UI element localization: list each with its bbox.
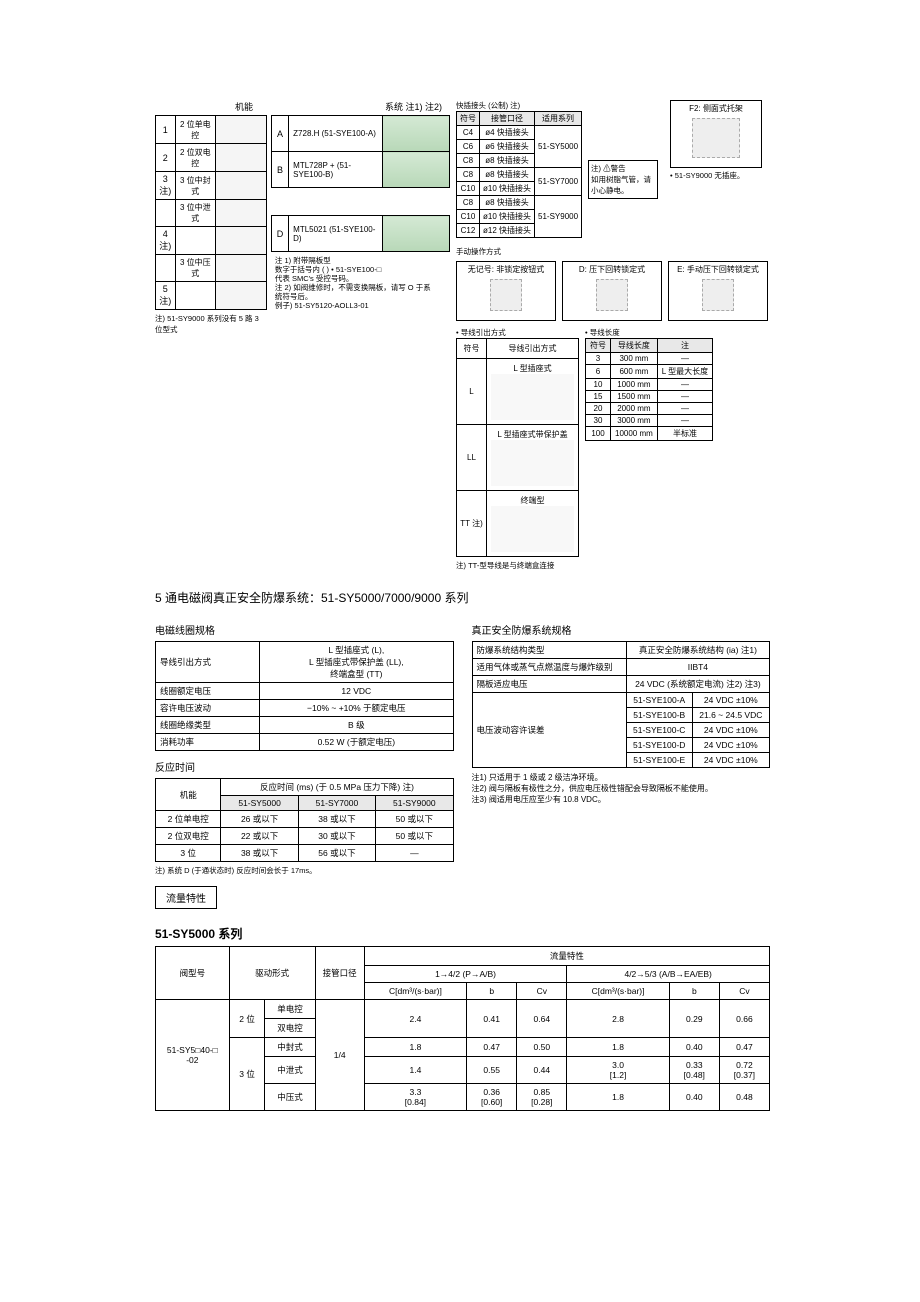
top-right-block: 快插接头 (公制) 注) 符号接管口径适用系列 C4ø4 快插接头51-SY50…: [456, 100, 770, 571]
response-table: 机能反应时间 (ms) (于 0.5 MPa 压力下降) 注) 51-SY500…: [155, 778, 454, 862]
bracket-icon: [692, 118, 740, 158]
warning-block: 注) ⚠警告 如用树脂气管，请小心静电。: [588, 160, 658, 242]
mechanism-table: 12 位单电控 22 位双电控 3 注)3 位中封式 3 位中泄式 4 注) 3…: [155, 115, 267, 310]
mechanism-note: 注) 51-SY9000 系列没有 5 路 3 位型式: [155, 313, 267, 335]
system-notes: 注 1) 附带隔板型 数字于括号内 ( ) • 51-SYE100-□ 代表 S…: [271, 256, 450, 310]
flow-table: 阀型号 驱动形式 接管口径 流量特性 1→4/2 (P→A/B) 4/2→5/3…: [155, 946, 770, 1111]
section-title: 5 通电磁阀真正安全防爆系统：51-SY5000/7000/9000 系列: [155, 589, 770, 606]
safe-table: 防爆系统结构类型真正安全防爆系统结构 (ia) 注1) 适用气体或蒸气点燃温度与…: [472, 641, 771, 768]
length-title: • 导线长度: [585, 327, 713, 338]
length-block: • 导线长度 符号导线长度注 3300 mm— 6600 mmL 型最大长度 1…: [585, 327, 713, 571]
manual-cell-0: 无记号: 非锁定按钮式: [459, 264, 553, 275]
safe-spec-col: 真正安全防爆系统规格 防爆系统结构类型真正安全防爆系统结构 (ia) 注1) 适…: [472, 614, 771, 876]
lead-title: • 导线引出方式: [456, 327, 579, 338]
mechanism-system-block: 机能 12 位单电控 22 位双电控 3 注)3 位中封式 3 位中泄式 4 注…: [155, 100, 450, 571]
connector-block: 快插接头 (公制) 注) 符号接管口径适用系列 C4ø4 快插接头51-SY50…: [456, 100, 582, 242]
connector-title: 快插接头 (公制) 注): [456, 100, 582, 111]
coil-table: 导线引出方式L 型插座式 (L), L 型插座式带保护盖 (LL), 终端盒型 …: [155, 641, 454, 751]
f2-note: • 51-SY9000 无插座。: [670, 170, 762, 181]
connector-table: 符号接管口径适用系列 C4ø4 快插接头51-SY5000 C6ø6 快插接头 …: [456, 111, 582, 238]
lead-note: 注) TT-型导线是与终端盒连接: [456, 560, 579, 571]
system-title: 系统 注1) 注2): [271, 100, 442, 113]
lead-length-row: • 导线引出方式 符号导线引出方式 LL 型插座式 LLL 型插座式带保护盖 T…: [456, 327, 770, 571]
manual-row: 无记号: 非锁定按钮式 D: 压下回转锁定式 E: 手动压下回转锁定式: [456, 261, 770, 321]
top-diagram-area: 机能 12 位单电控 22 位双电控 3 注)3 位中封式 3 位中泄式 4 注…: [155, 100, 770, 571]
warning-title: 注) ⚠警告: [591, 163, 655, 174]
system-column: 系统 注1) 注2) AZ728.H (51-SYE100-A) BMTL728…: [271, 100, 450, 335]
f2-title: F2: 侧面式托架: [673, 103, 759, 114]
manual-title: 手动操作方式: [456, 246, 770, 257]
flow-box-label: 流量特性: [155, 886, 217, 909]
response-title: 反应时间: [155, 759, 454, 774]
manual-cell-2: E: 手动压下回转锁定式: [671, 264, 765, 275]
mechanism-title: 机能: [235, 100, 267, 113]
response-note: 注) 系统 D (于通状态时) 反应时间会长于 17ms。: [155, 865, 454, 876]
coil-spec-col: 电磁线圈规格 导线引出方式L 型插座式 (L), L 型插座式带保护盖 (LL)…: [155, 614, 454, 876]
coil-title: 电磁线圈规格: [155, 622, 454, 637]
system-table: AZ728.H (51-SYE100-A) BMTL728P + (51-SYE…: [271, 115, 450, 252]
length-table: 符号导线长度注 3300 mm— 6600 mmL 型最大长度 101000 m…: [585, 338, 713, 441]
spec-row: 电磁线圈规格 导线引出方式L 型插座式 (L), L 型插座式带保护盖 (LL)…: [155, 614, 770, 876]
mechanism-column: 机能 12 位单电控 22 位双电控 3 注)3 位中封式 3 位中泄式 4 注…: [155, 100, 267, 335]
safe-title: 真正安全防爆系统规格: [472, 622, 771, 637]
f2-block: F2: 侧面式托架 • 51-SY9000 无插座。: [670, 100, 762, 242]
lead-block: • 导线引出方式 符号导线引出方式 LL 型插座式 LLL 型插座式带保护盖 T…: [456, 327, 579, 571]
lead-table: 符号导线引出方式 LL 型插座式 LLL 型插座式带保护盖 TT 注)终端型: [456, 338, 579, 557]
manual-cell-1: D: 压下回转锁定式: [565, 264, 659, 275]
flow-series-title: 51-SY5000 系列: [155, 925, 770, 942]
warning-body: 如用树脂气管，请小心静电。: [591, 174, 655, 196]
safe-notes: 注1) 只适用于 1 级或 2 级洁净环境。 注2) 阀与隔板有极性之分，供应电…: [472, 772, 771, 806]
